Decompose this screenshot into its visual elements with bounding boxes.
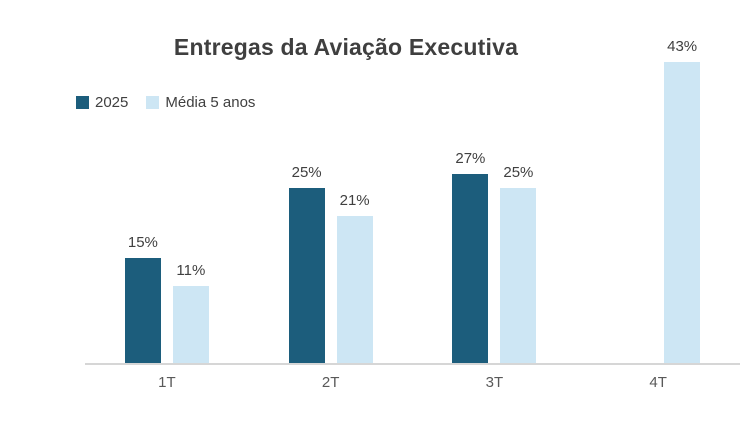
x-axis-label-3T: 3T xyxy=(485,374,504,391)
x-axis-labels: 1T 2T 3T 4T xyxy=(85,374,740,391)
x-axis-label-1T: 1T xyxy=(158,374,176,391)
bar-group-4T: 43% xyxy=(576,38,740,363)
x-axis-label-4T: 4T xyxy=(649,374,667,391)
legend-label-2025: 2025 xyxy=(95,94,129,111)
bar-slot-4T-Média 5 anos: 43% xyxy=(664,38,701,363)
bar-slot-2T-2025: 25% xyxy=(288,48,325,363)
bar-slot-1T-Média 5 anos: 11% xyxy=(172,48,209,363)
legend-swatch-media-5-anos xyxy=(146,96,160,109)
legend-item-media-5-anos: Média 5 anos xyxy=(146,94,255,111)
bar-slot-3T-2025: 27% xyxy=(452,48,489,363)
data-label-4T-Média 5 anos: 43% xyxy=(667,38,698,55)
bar-slot-2T-Média 5 anos: 21% xyxy=(336,48,373,363)
legend-swatch-2025 xyxy=(76,96,89,109)
data-label-3T-Média 5 anos: 25% xyxy=(503,164,534,181)
legend-label-media-5-anos: Média 5 anos xyxy=(165,94,256,111)
bar-3T-2025 xyxy=(452,174,489,363)
chart-legend: 2025 Média 5 anos xyxy=(76,94,255,111)
data-label-2T-2025: 25% xyxy=(291,164,322,181)
bar-group-3T: 27% 25% xyxy=(413,48,577,363)
bar-2T-Média 5 anos xyxy=(336,216,373,363)
data-label-1T-Média 5 anos: 11% xyxy=(176,262,206,279)
data-label-3T-2025: 27% xyxy=(455,150,486,167)
bar-1T-2025 xyxy=(124,258,161,363)
bar-4T-Média 5 anos xyxy=(664,62,701,363)
bar-slot-3T-Média 5 anos: 25% xyxy=(500,48,537,363)
legend-item-2025: 2025 xyxy=(76,94,128,111)
bar-2T-2025 xyxy=(288,188,325,363)
plot-area: 15% 11% 25% 21% 27% 25% 43% xyxy=(85,38,740,365)
bar-1T-Média 5 anos xyxy=(172,286,209,363)
x-axis-label-2T: 2T xyxy=(321,374,340,391)
data-label-2T-Média 5 anos: 21% xyxy=(339,192,370,209)
bar-slot-1T-2025: 15% xyxy=(124,48,161,363)
bar-group-2T: 25% 21% xyxy=(249,48,413,363)
bar-3T-Média 5 anos xyxy=(500,188,537,363)
chart-title: Entregas da Aviação Executiva xyxy=(173,34,519,60)
data-label-1T-2025: 15% xyxy=(127,234,158,252)
bar-group-1T: 15% 11% xyxy=(85,48,249,363)
